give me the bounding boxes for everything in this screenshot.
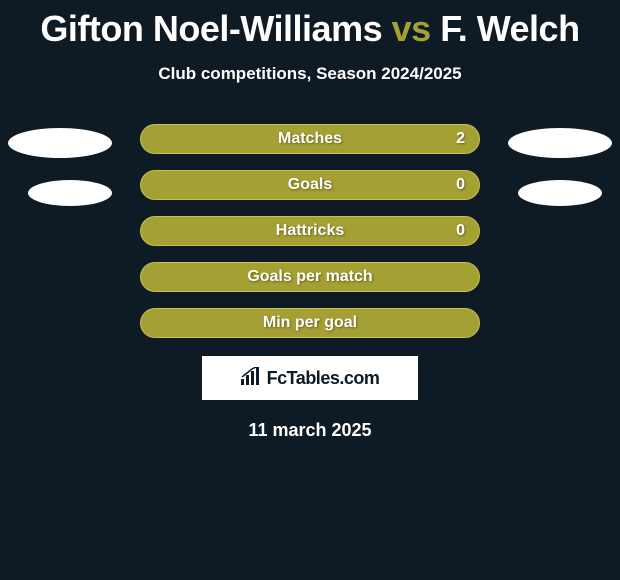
stat-label: Goals per match	[247, 268, 372, 286]
stat-bar: Matches 2	[140, 124, 480, 154]
player2-name: F. Welch	[440, 8, 579, 49]
stat-bar: Hattricks 0	[140, 216, 480, 246]
brand-name: FcTables.com	[267, 368, 380, 389]
stat-label: Matches	[278, 130, 342, 148]
footer-date: 11 march 2025	[0, 420, 620, 441]
player1-avatar-small	[28, 180, 112, 206]
player1-avatar	[8, 128, 112, 158]
vs-separator: vs	[392, 8, 431, 49]
branding-logo: FcTables.com	[202, 356, 418, 400]
stat-label: Goals	[288, 176, 332, 194]
stat-value: 2	[456, 130, 465, 148]
player2-avatar-small	[518, 180, 602, 206]
stat-label: Min per goal	[263, 314, 357, 332]
stats-container: Matches 2 Goals 0 Hattricks 0 Goals per …	[0, 124, 620, 338]
stat-bar: Goals per match	[140, 262, 480, 292]
comparison-title: Gifton Noel-Williams vs F. Welch	[0, 0, 620, 50]
stat-value: 0	[456, 222, 465, 240]
stat-bar: Min per goal	[140, 308, 480, 338]
season-subtitle: Club competitions, Season 2024/2025	[0, 64, 620, 84]
stat-bar: Goals 0	[140, 170, 480, 200]
chart-icon	[241, 367, 263, 390]
stat-label: Hattricks	[276, 222, 344, 240]
player1-name: Gifton Noel-Williams	[40, 8, 382, 49]
player2-avatar	[508, 128, 612, 158]
stat-value: 0	[456, 176, 465, 194]
